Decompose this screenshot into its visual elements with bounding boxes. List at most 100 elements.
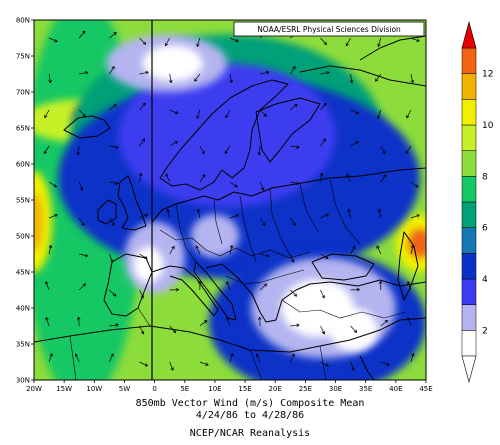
wind-vector [350, 245, 356, 255]
lat-tick-label: 55N [16, 197, 30, 205]
colorbar-level [461, 227, 477, 254]
wind-vector [377, 109, 382, 119]
wind-vectors [43, 30, 420, 371]
colorbar-level [461, 278, 477, 305]
wind-vector [78, 217, 85, 226]
wind-vector [139, 253, 148, 260]
lon-tick-label: 20W [26, 385, 42, 393]
wind-vector [109, 289, 117, 297]
wind-vector [290, 181, 300, 185]
wind-vector [194, 73, 201, 82]
wind-vector [380, 319, 389, 327]
wind-vector [199, 174, 206, 183]
lat-tick-label: 80N [16, 17, 30, 25]
wind-vector [78, 181, 84, 191]
contour-central-europe-lavender [190, 214, 240, 258]
wind-vector [139, 37, 147, 45]
wind-vector [164, 37, 170, 47]
colorbar-min-extension [461, 355, 477, 384]
wind-vector [169, 109, 179, 115]
wind-vector [289, 353, 295, 363]
lon-tick-label: 10W [86, 385, 102, 393]
latitude-ticks: 80N 75N 70N 65N 60N 55N 50N 45N 40N 35N 30N [16, 17, 34, 385]
wind-vector [259, 283, 268, 291]
wind-speed-contours [34, 20, 426, 380]
wind-vector [320, 213, 329, 219]
colorbar-level [461, 124, 477, 151]
contour-east-max [407, 228, 426, 258]
wind-vector [48, 181, 57, 188]
wind-vector [377, 37, 382, 47]
wind-vector [199, 145, 205, 155]
wind-vector [43, 145, 50, 154]
wind-vector [139, 102, 146, 111]
lat-tick-label: 70N [16, 89, 30, 97]
wind-vector [48, 213, 58, 219]
wind-vector [169, 288, 179, 292]
wind-vector [224, 145, 231, 154]
data-source: NCEP/NCAR Reanalysis [189, 428, 311, 439]
colorbar-level [461, 304, 477, 331]
wind-vector [109, 145, 119, 149]
wind-vector [259, 217, 266, 226]
wind-vector [169, 141, 178, 147]
figure-title: 850mb Vector Wind (m/s) Composite Mean [135, 398, 365, 409]
wind-vector [196, 37, 201, 47]
lon-tick-label: 5W [119, 385, 130, 393]
wind-vector [138, 172, 143, 183]
lon-tick-label: 20E [269, 385, 282, 393]
wind-vector [405, 145, 412, 154]
wind-vector [289, 253, 295, 263]
wind-vector [258, 316, 262, 327]
wind-vector [139, 213, 149, 219]
wind-vector [377, 208, 382, 219]
wind-vector [139, 289, 144, 299]
wind-vector [380, 145, 386, 155]
wind-vector [320, 102, 327, 111]
contour-arctic-calm [142, 45, 203, 82]
wind-vector [229, 73, 233, 84]
colorbar-level [461, 99, 477, 126]
wind-vector [406, 109, 412, 119]
wind-vector [77, 316, 81, 327]
lon-tick-label: 45E [419, 385, 432, 393]
wind-vector [290, 217, 296, 226]
lat-tick-label: 65N [16, 125, 30, 133]
wind-vector [79, 253, 89, 258]
wind-vector [410, 214, 420, 219]
wind-vector [350, 325, 358, 333]
colorbar-label: 8 [482, 172, 488, 182]
wind-vector [255, 353, 261, 363]
lon-tick-label: 30E [329, 385, 342, 393]
date-range: 4/24/86 to 4/28/86 [195, 410, 305, 421]
wind-vector [259, 109, 267, 117]
wind-vector [320, 325, 325, 335]
wind-vector [139, 70, 149, 75]
wind-vector [109, 253, 114, 263]
wind-vector [290, 66, 296, 75]
wind-vector [109, 66, 115, 75]
lat-tick-label: 75N [16, 53, 30, 61]
wind-vector [225, 109, 231, 119]
wind-vector [165, 173, 171, 183]
lat-tick-label: 60N [16, 161, 30, 169]
wind-vector [410, 73, 414, 84]
wind-vector [319, 172, 324, 183]
wind-vector [290, 145, 300, 149]
lon-tick-label: 35E [359, 385, 372, 393]
wind-vector [410, 37, 420, 42]
wind-vector [345, 37, 351, 47]
wind-vector [196, 208, 201, 219]
wind-vector [78, 283, 86, 291]
wind-vector [48, 37, 58, 43]
wind-vector [320, 253, 329, 259]
credit-box: NOAA/ESRL Physical Sciences Division [233, 21, 425, 37]
credit-text: NOAA/ESRL Physical Sciences Division [257, 25, 401, 34]
lat-tick-label: 45N [16, 269, 30, 277]
wind-vector [139, 361, 148, 367]
wind-vector [320, 361, 329, 367]
wind-vector [259, 181, 265, 191]
wind-vector [169, 245, 175, 255]
lat-tick-label: 40N [16, 305, 30, 313]
wind-vector [45, 281, 50, 291]
